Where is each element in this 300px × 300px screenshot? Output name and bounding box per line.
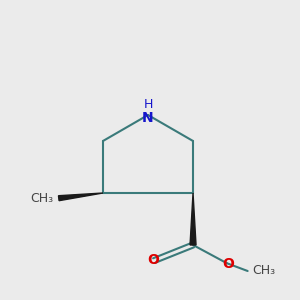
- Text: O: O: [222, 257, 234, 271]
- Text: N: N: [142, 111, 154, 125]
- Text: H: H: [143, 98, 153, 112]
- Text: O: O: [147, 253, 159, 267]
- Text: CH₃: CH₃: [253, 265, 276, 278]
- Text: CH₃: CH₃: [31, 192, 54, 205]
- Polygon shape: [190, 193, 196, 245]
- Polygon shape: [58, 193, 103, 201]
